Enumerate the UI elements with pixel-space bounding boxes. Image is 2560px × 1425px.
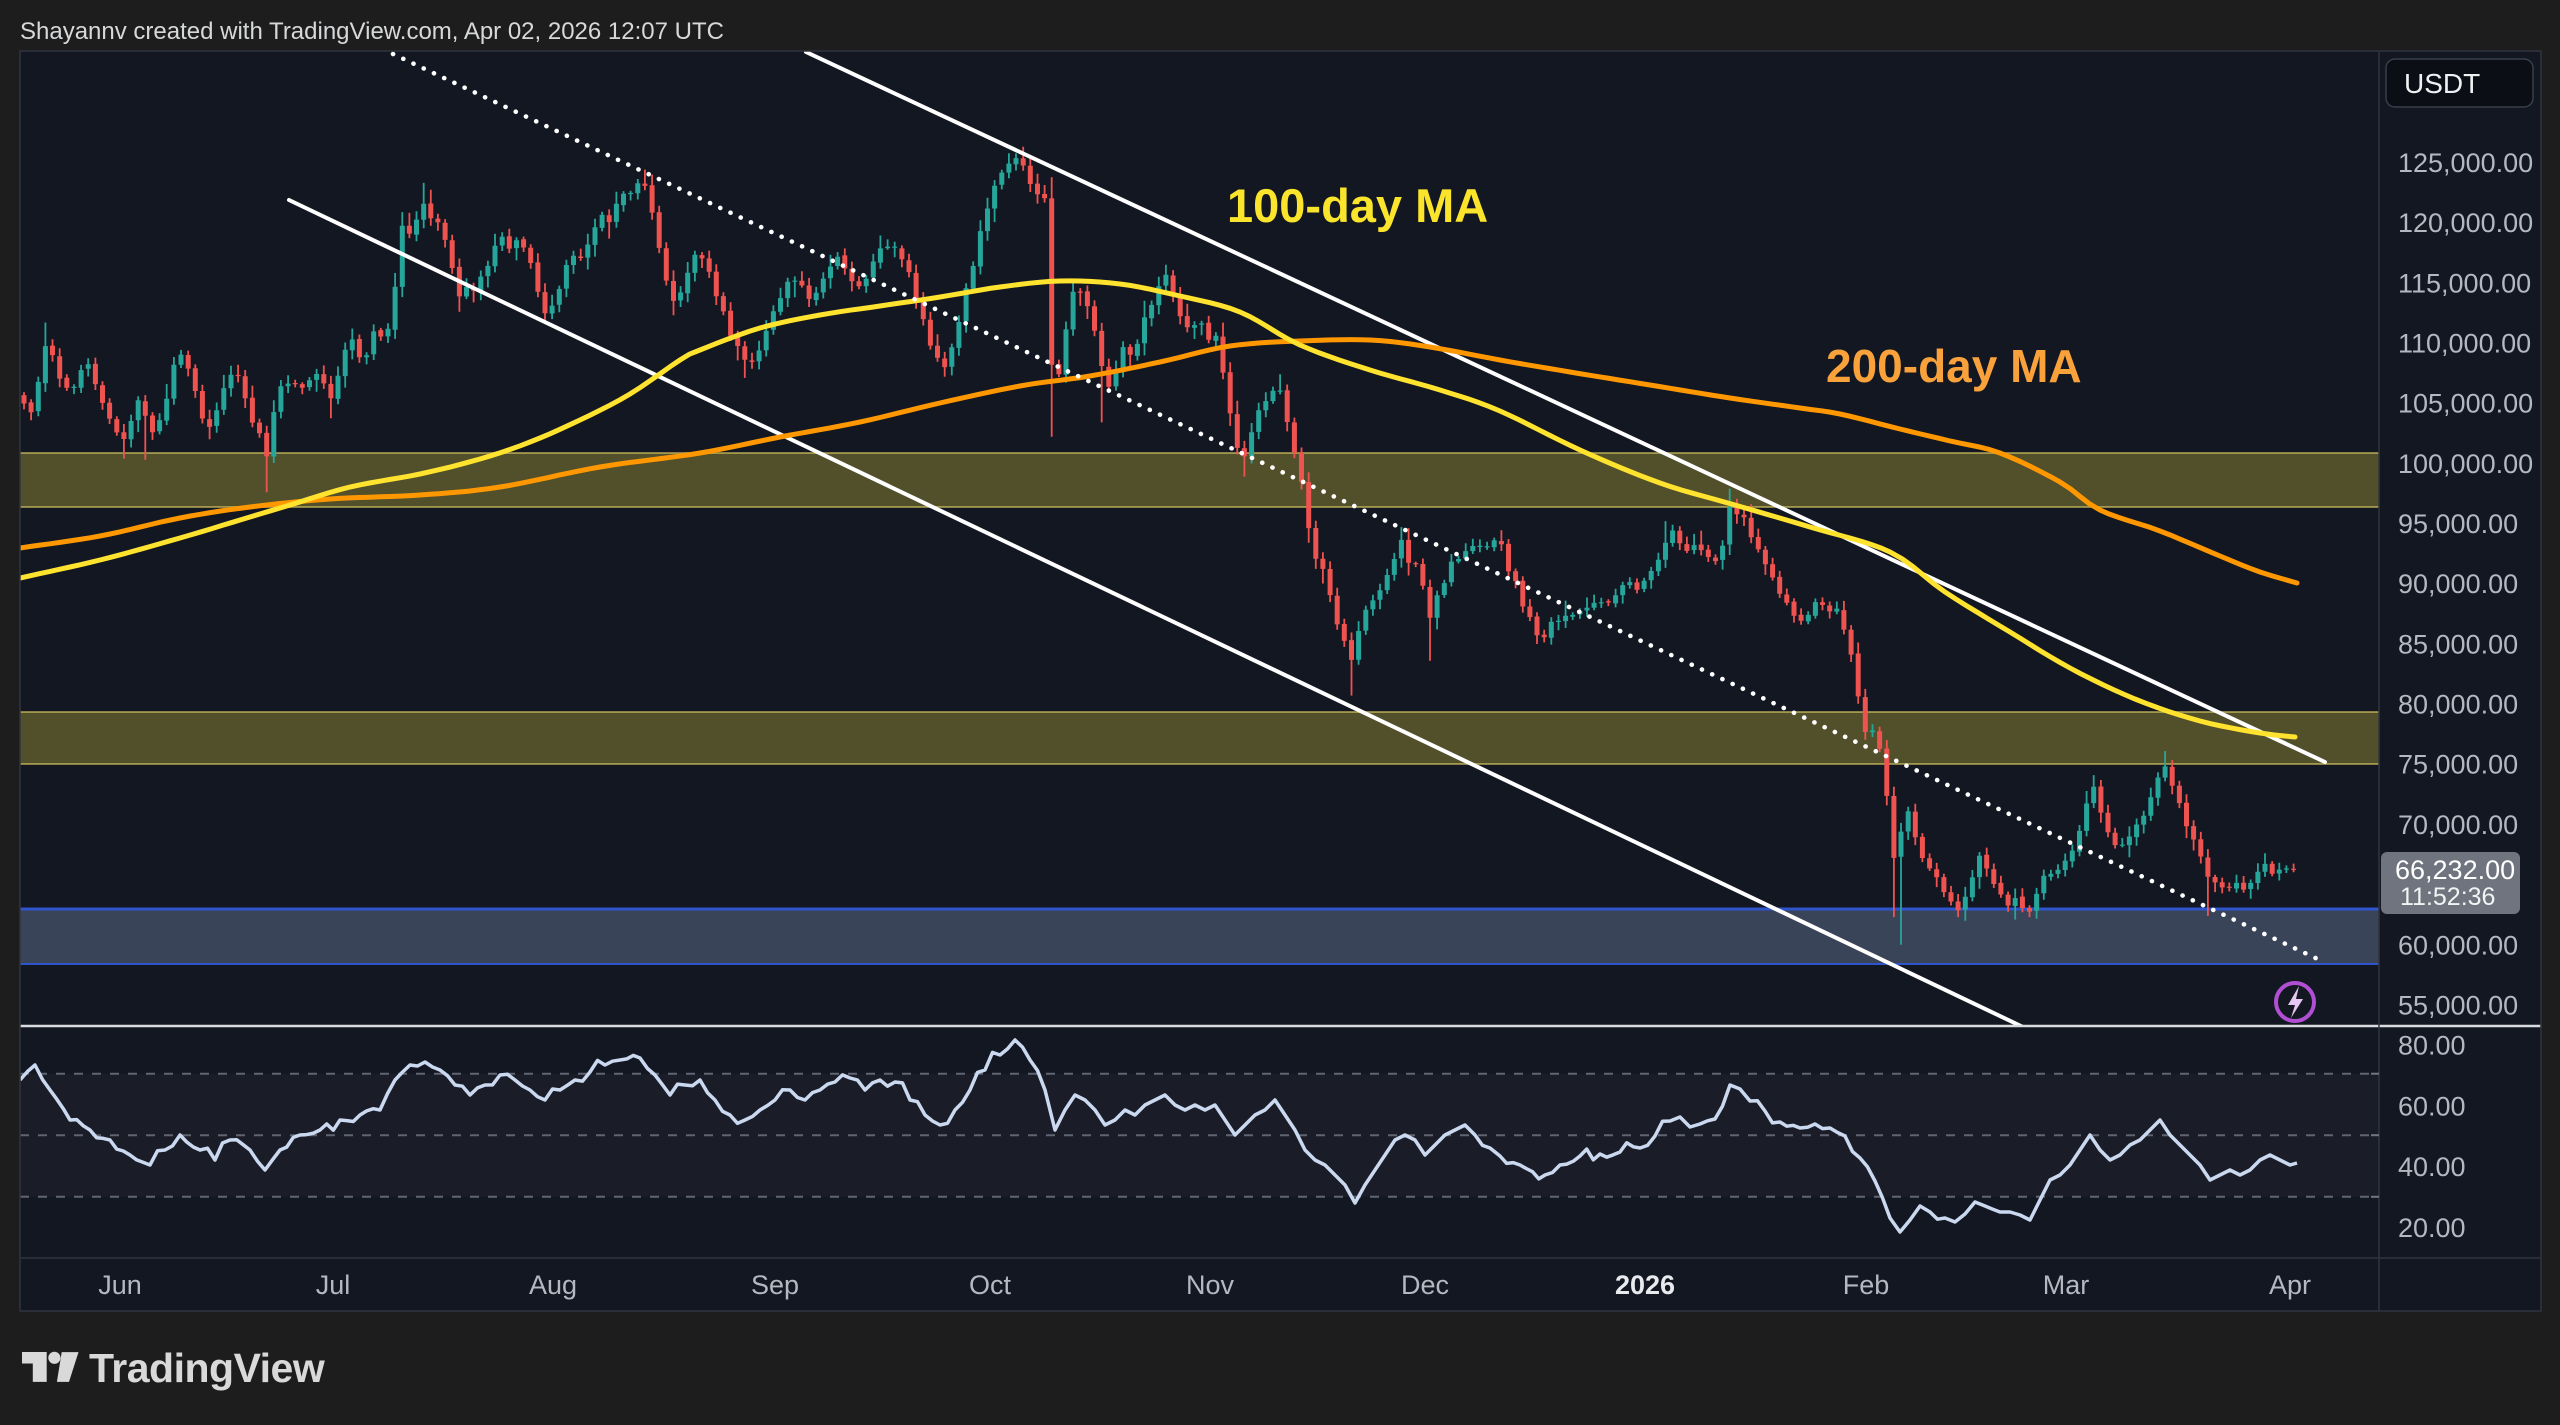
svg-text:105,000.00: 105,000.00 xyxy=(2398,389,2533,419)
svg-text:USDT: USDT xyxy=(2404,68,2480,99)
svg-text:Jun: Jun xyxy=(98,1270,142,1300)
svg-text:Aug: Aug xyxy=(529,1270,577,1300)
svg-text:100,000.00: 100,000.00 xyxy=(2398,449,2533,479)
svg-text:60,000.00: 60,000.00 xyxy=(2398,930,2518,960)
svg-text:120,000.00: 120,000.00 xyxy=(2398,208,2533,238)
svg-text:Oct: Oct xyxy=(969,1270,1012,1300)
svg-text:Sep: Sep xyxy=(751,1270,799,1300)
svg-text:TradingView: TradingView xyxy=(89,1345,325,1391)
svg-text:Dec: Dec xyxy=(1401,1270,1449,1300)
svg-text:Apr: Apr xyxy=(2269,1270,2311,1300)
svg-text:Nov: Nov xyxy=(1186,1270,1235,1300)
svg-text:Jul: Jul xyxy=(316,1270,351,1300)
svg-text:66,232.00: 66,232.00 xyxy=(2395,855,2515,885)
svg-text:110,000.00: 110,000.00 xyxy=(2398,328,2531,358)
svg-text:Feb: Feb xyxy=(1843,1270,1890,1300)
svg-text:95,000.00: 95,000.00 xyxy=(2398,509,2518,539)
svg-text:80,000.00: 80,000.00 xyxy=(2398,690,2518,720)
svg-text:75,000.00: 75,000.00 xyxy=(2398,750,2518,780)
svg-text:90,000.00: 90,000.00 xyxy=(2398,569,2518,599)
svg-text:115,000.00: 115,000.00 xyxy=(2398,268,2531,298)
svg-text:2026: 2026 xyxy=(1615,1270,1675,1300)
svg-text:85,000.00: 85,000.00 xyxy=(2398,629,2518,659)
svg-text:40.00: 40.00 xyxy=(2398,1152,2466,1182)
svg-text:Shayannv created with TradingV: Shayannv created with TradingView.com, A… xyxy=(20,18,724,45)
svg-text:11:52:36: 11:52:36 xyxy=(2400,883,2495,911)
svg-text:60.00: 60.00 xyxy=(2398,1092,2466,1122)
svg-text:125,000.00: 125,000.00 xyxy=(2398,148,2533,178)
svg-text:80.00: 80.00 xyxy=(2398,1030,2466,1060)
svg-text:100-day MA: 100-day MA xyxy=(1227,179,1488,232)
svg-text:20.00: 20.00 xyxy=(2398,1213,2466,1243)
svg-text:70,000.00: 70,000.00 xyxy=(2398,810,2518,840)
svg-text:200-day MA: 200-day MA xyxy=(1826,340,2082,392)
svg-text:Mar: Mar xyxy=(2043,1270,2090,1300)
svg-text:55,000.00: 55,000.00 xyxy=(2398,991,2518,1021)
